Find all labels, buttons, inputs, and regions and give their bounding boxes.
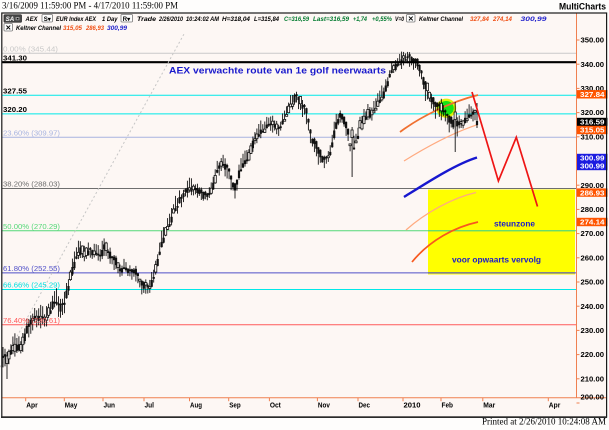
svg-text:Jun: Jun	[104, 401, 116, 410]
svg-text:Printed at 2/26/2010 10:24:08: Printed at 2/26/2010 10:24:08 AM	[482, 417, 606, 427]
svg-text:320.00: 320.00	[581, 108, 605, 117]
svg-text:Last=316,59: Last=316,59	[313, 16, 349, 23]
svg-text:286,93: 286,93	[85, 25, 104, 32]
svg-text:230.00: 230.00	[581, 326, 605, 335]
svg-text:Feb: Feb	[442, 401, 454, 410]
svg-text:1 Day: 1 Day	[102, 16, 118, 23]
svg-text:38.20% (288.03): 38.20% (288.03)	[3, 182, 60, 189]
svg-text:✕: ✕	[408, 16, 414, 23]
svg-text:Apr: Apr	[549, 401, 561, 410]
svg-text:274.14: 274.14	[580, 218, 605, 227]
svg-text:330.00: 330.00	[581, 84, 605, 93]
svg-text:315,05: 315,05	[63, 25, 82, 32]
svg-text:Jul: Jul	[145, 401, 155, 410]
svg-text:66.66% (245.29): 66.66% (245.29)	[3, 283, 60, 290]
svg-text:+1,74: +1,74	[353, 16, 367, 23]
svg-text:Nov: Nov	[318, 401, 331, 410]
svg-text:327.84: 327.84	[580, 90, 605, 99]
svg-text:250.00: 250.00	[581, 278, 605, 287]
svg-text:300.99: 300.99	[580, 154, 605, 163]
svg-text:Aug: Aug	[190, 401, 202, 410]
svg-text:✕: ✕	[5, 25, 11, 32]
svg-text:327,84: 327,84	[470, 16, 489, 23]
svg-text:320.20: 320.20	[3, 107, 27, 114]
svg-text:Sep: Sep	[229, 401, 241, 410]
svg-text:220.00: 220.00	[581, 350, 605, 359]
svg-text:2010: 2010	[404, 401, 421, 410]
svg-text:61.80% (252.55): 61.80% (252.55)	[3, 266, 60, 273]
svg-text:300.99: 300.99	[580, 162, 605, 171]
svg-text:Dec: Dec	[359, 401, 371, 410]
svg-text:350.00: 350.00	[581, 36, 605, 45]
svg-text:76.40% (230.61): 76.40% (230.61)	[3, 318, 60, 325]
svg-text:2/26/2010: 2/26/2010	[158, 16, 183, 23]
svg-text:50.00% (270.29): 50.00% (270.29)	[3, 224, 60, 231]
svg-text:L=315,84: L=315,84	[254, 16, 279, 23]
svg-text:H=318,04: H=318,04	[222, 16, 250, 23]
svg-text:Apr: Apr	[26, 401, 38, 410]
svg-text:280.00: 280.00	[581, 205, 605, 214]
svg-text:286.93: 286.93	[580, 188, 605, 197]
svg-text:290.00: 290.00	[581, 181, 605, 190]
svg-text:310.00: 310.00	[581, 132, 605, 141]
svg-text:300,99: 300,99	[521, 16, 547, 23]
svg-text:+0,55%: +0,55%	[372, 16, 392, 23]
svg-text:300,99: 300,99	[107, 25, 127, 32]
svg-text:R▾: R▾	[123, 17, 131, 23]
svg-text:270.00: 270.00	[581, 229, 605, 238]
svg-text:210.00: 210.00	[581, 374, 605, 383]
svg-text:AEX: AEX	[25, 16, 38, 23]
svg-text:3/16/2009 11:59:00 PM - 4/17/2: 3/16/2009 11:59:00 PM - 4/17/2010 11:59:…	[2, 2, 179, 12]
svg-text:Trade: Trade	[137, 16, 156, 23]
svg-text:Mar: Mar	[483, 401, 495, 410]
svg-text:S▾: S▾	[44, 17, 52, 23]
svg-text:10:24:02 AM: 10:24:02 AM	[186, 16, 219, 23]
svg-text:EUR Index AEX: EUR Index AEX	[56, 16, 96, 23]
svg-text:341.30: 341.30	[3, 56, 27, 63]
svg-text:315.05: 315.05	[580, 126, 605, 135]
svg-text:C=316,59: C=316,59	[284, 16, 309, 23]
svg-text:340.00: 340.00	[581, 60, 605, 69]
svg-text:voor opwaarts vervolg: voor opwaarts vervolg	[452, 256, 541, 265]
svg-text:327.55: 327.55	[3, 88, 27, 95]
svg-text:200.00: 200.00	[581, 393, 605, 402]
svg-text:steunzone: steunzone	[494, 220, 536, 229]
svg-text:AEX verwachte route van 1e gol: AEX verwachte route van 1e golf neerwaar…	[169, 66, 386, 77]
svg-text:260.00: 260.00	[581, 253, 605, 262]
svg-text:MultiCharts: MultiCharts	[559, 2, 606, 12]
svg-text:SA: SA	[6, 16, 15, 23]
svg-text:V=0: V=0	[395, 16, 404, 23]
svg-text:Keltner Channel: Keltner Channel	[419, 16, 463, 23]
svg-text:Keltner Channel: Keltner Channel	[16, 25, 61, 32]
svg-text:240.00: 240.00	[581, 302, 605, 311]
svg-text:23.60% (309.97): 23.60% (309.97)	[3, 130, 60, 137]
svg-text:316.59: 316.59	[580, 118, 605, 127]
svg-text:274,14: 274,14	[492, 16, 512, 23]
svg-text:0.00% (345.44): 0.00% (345.44)	[3, 46, 58, 53]
svg-text:Oct: Oct	[270, 401, 281, 410]
svg-text:May: May	[65, 401, 78, 410]
